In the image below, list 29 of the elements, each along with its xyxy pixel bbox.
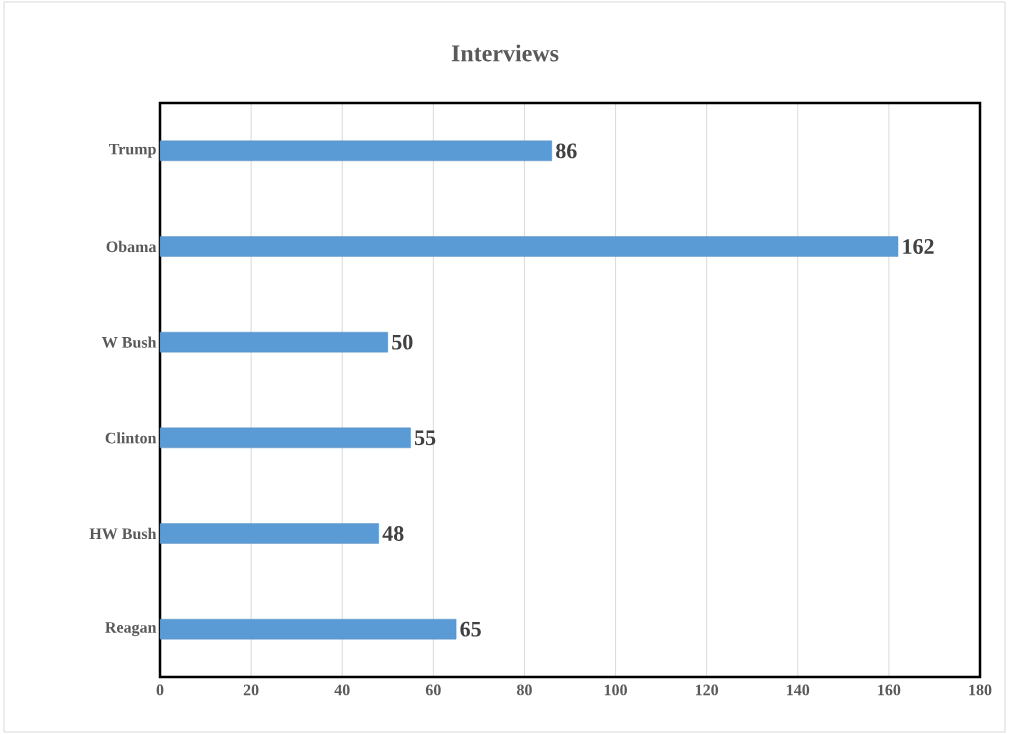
data-label: 162 <box>903 239 934 254</box>
y-tick-label: W Bush <box>101 336 157 348</box>
x-tick-label: 20 <box>243 684 259 696</box>
x-tick-label: 140 <box>787 684 810 696</box>
y-tick-label: Reagan <box>105 622 157 637</box>
y-tick-label: HW Bush <box>89 527 157 540</box>
y-tick-label: Obama <box>106 240 157 253</box>
bar <box>159 140 552 162</box>
data-label: 50 <box>392 334 413 350</box>
x-tick-label: 0 <box>156 684 164 696</box>
x-tick-label: 160 <box>878 684 901 696</box>
x-tick-label: 80 <box>516 684 532 696</box>
data-label: 86 <box>556 143 577 159</box>
data-label: 48 <box>382 526 404 541</box>
bar <box>159 618 457 640</box>
x-tick-label: 100 <box>604 684 627 696</box>
bar <box>159 523 379 544</box>
data-label: 55 <box>414 430 436 446</box>
x-tick-label: 40 <box>334 684 350 696</box>
x-tick-label: 120 <box>695 684 719 696</box>
x-tick-label: 60 <box>425 684 441 696</box>
y-tick-label: Trump <box>109 143 156 158</box>
bar <box>159 236 899 257</box>
bar <box>159 427 411 449</box>
chart-title: Interviews <box>451 44 559 62</box>
data-label: 65 <box>460 621 481 637</box>
bar <box>159 331 388 353</box>
y-tick-label: Clinton <box>105 432 157 444</box>
x-tick-label: 180 <box>969 684 992 696</box>
